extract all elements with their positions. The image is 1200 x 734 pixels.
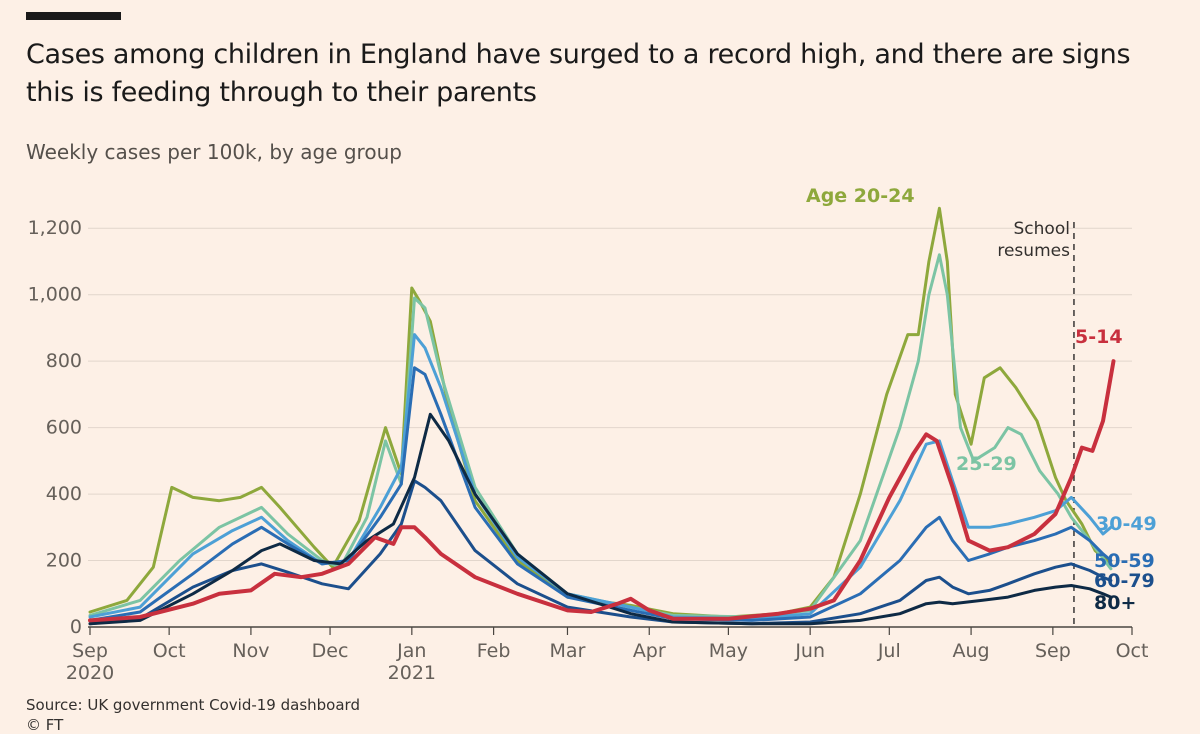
x-tick-label: Nov — [232, 640, 269, 662]
y-tick-label: 400 — [46, 483, 82, 505]
x-tick-label: Apr — [633, 640, 666, 662]
y-tick-label: 1,000 — [28, 284, 82, 306]
series-label: 50-59 — [1094, 550, 1155, 572]
copyright-note: © FT — [26, 716, 64, 734]
x-tick-label: Sep — [1035, 640, 1071, 662]
series-line-80- — [88, 412, 1113, 626]
chart-subtitle: Weekly cases per 100k, by age group — [26, 140, 402, 164]
x-tick-year-label: 2020 — [66, 662, 114, 684]
series-line-30-49 — [88, 333, 1113, 621]
source-note: Source: UK government Covid-19 dashboard — [26, 696, 360, 714]
y-tick-label: 1,200 — [28, 217, 82, 239]
series-label: 60-79 — [1094, 570, 1155, 592]
y-tick-label: 200 — [46, 550, 82, 572]
series-lines — [88, 206, 1116, 626]
x-tick-label: Aug — [953, 640, 990, 662]
x-tick-label: Dec — [312, 640, 349, 662]
series-label: Age 20-24 — [806, 185, 915, 207]
gridlines — [88, 227, 1132, 628]
y-tick-label: 600 — [46, 417, 82, 439]
chart-title: Cases among children in England have sur… — [26, 39, 1131, 108]
x-tick-label: Mar — [550, 640, 586, 662]
x-tick-label: Oct — [153, 640, 186, 662]
x-tick-label: May — [709, 640, 748, 662]
x-tick-label: Sep — [72, 640, 108, 662]
y-tick-label: 800 — [46, 350, 82, 372]
series-line-5-14 — [88, 359, 1116, 623]
x-tick-label: Jan — [396, 640, 426, 662]
series-line-age-20-24 — [88, 206, 1113, 619]
series-label: 80+ — [1094, 592, 1136, 614]
x-tick-label: Feb — [477, 640, 511, 662]
x-tick-label: Jun — [794, 640, 825, 662]
annotation-text: resumes — [997, 241, 1070, 261]
ft-brand-bar — [26, 12, 121, 20]
series-label: 5-14 — [1075, 326, 1123, 348]
x-tick-year-label: 2021 — [388, 662, 436, 684]
series-line-50-59 — [88, 366, 1113, 622]
x-tick-label: Oct — [1116, 640, 1149, 662]
series-label: 25-29 — [956, 453, 1017, 475]
x-tick-label: Jul — [877, 640, 901, 662]
annotation-text: School — [1014, 219, 1070, 239]
series-label: 30-49 — [1096, 513, 1157, 535]
y-tick-label: 0 — [70, 616, 82, 638]
y-axis: 0 200 400 600 800 1,000 1,200 — [28, 217, 82, 638]
